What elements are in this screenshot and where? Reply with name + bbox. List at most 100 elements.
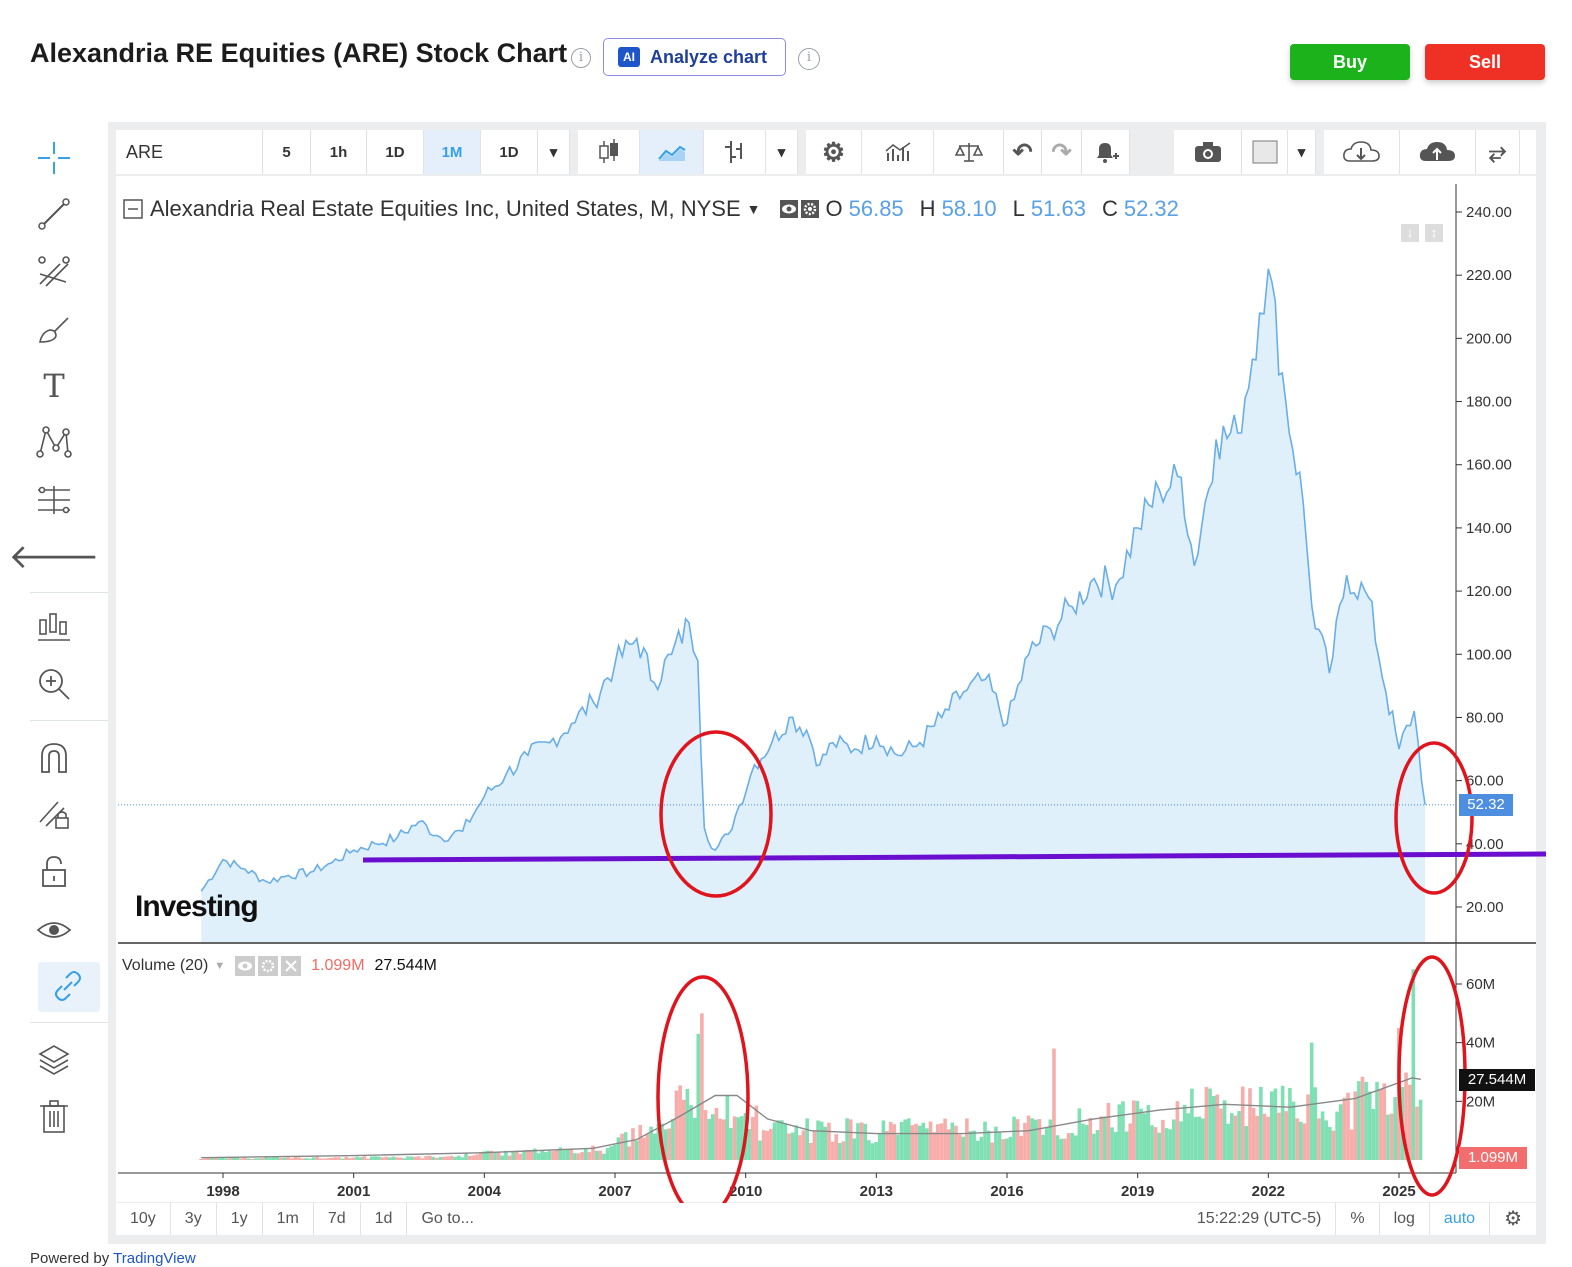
auto-toggle[interactable]: auto	[1430, 1203, 1491, 1235]
range-7d[interactable]: 7d	[314, 1203, 361, 1235]
close-icon[interactable]	[281, 956, 302, 976]
interval-1d-alt[interactable]: 1D	[481, 130, 538, 174]
magnet-icon[interactable]	[34, 738, 74, 778]
alert-add-icon[interactable]	[1082, 130, 1130, 174]
fibonacci-icon[interactable]	[34, 252, 74, 292]
analyze-chart-button[interactable]: AI Analyze chart	[603, 38, 786, 76]
volume-bar	[1077, 1108, 1082, 1160]
symbol-input[interactable]: ARE	[116, 130, 263, 174]
volume-bar	[348, 1158, 352, 1160]
chevron-down-icon[interactable]: ▾	[538, 130, 570, 174]
volume-bar	[1164, 1128, 1169, 1160]
scroll-updown-icon[interactable]: ↕	[1425, 224, 1443, 242]
sell-button[interactable]: Sell	[1425, 44, 1545, 80]
range-10y[interactable]: 10y	[116, 1203, 171, 1235]
volume-bar	[867, 1140, 871, 1160]
camera-icon[interactable]	[1174, 130, 1242, 174]
interval-5[interactable]: 5	[263, 130, 311, 174]
log-toggle[interactable]: log	[1380, 1203, 1430, 1235]
volume-bar	[1193, 1116, 1198, 1160]
volume-bar	[424, 1156, 428, 1160]
chevron-down-icon[interactable]: ▼	[746, 201, 761, 217]
chevron-down-icon[interactable]: ▼	[214, 960, 226, 972]
volume-bar	[1106, 1102, 1111, 1160]
volume-bar	[892, 1124, 897, 1160]
volume-bar	[460, 1157, 465, 1160]
zoom-in-icon[interactable]	[34, 664, 74, 704]
interval-1m[interactable]: 1M	[424, 130, 481, 174]
crosshair-icon[interactable]	[34, 138, 74, 178]
range-1d[interactable]: 1d	[361, 1203, 408, 1235]
buy-button[interactable]: Buy	[1290, 44, 1410, 80]
layers-icon[interactable]	[34, 1040, 74, 1080]
indicators-icon[interactable]	[862, 130, 934, 174]
range-3y[interactable]: 3y	[171, 1203, 217, 1235]
text-tool-icon[interactable]: T	[43, 367, 65, 405]
gear-icon[interactable]: ⚙	[806, 130, 862, 174]
pattern-icon[interactable]	[34, 422, 74, 462]
interval-1d[interactable]: 1D	[367, 130, 424, 174]
volume-bar	[1371, 1108, 1376, 1160]
volume-bar	[1182, 1104, 1187, 1160]
volume-bar	[264, 1157, 269, 1160]
eye-icon[interactable]	[780, 200, 799, 218]
chevron-down-icon[interactable]: ▾	[1288, 130, 1316, 174]
unlock-icon[interactable]	[34, 852, 74, 892]
link-icon[interactable]	[48, 966, 88, 1006]
volume-bar	[671, 1119, 675, 1160]
cloud-download-icon[interactable]	[1324, 130, 1400, 174]
volume-bar	[1367, 1091, 1372, 1160]
volume-bar	[562, 1150, 566, 1160]
goto-button[interactable]: Go to...	[421, 1210, 474, 1227]
scroll-down-icon[interactable]: ↓	[1401, 224, 1419, 242]
gear-icon[interactable]	[801, 200, 820, 218]
eye-icon[interactable]	[235, 956, 256, 976]
gear-icon[interactable]	[258, 956, 279, 976]
volume-bar	[478, 1152, 483, 1160]
undo-icon[interactable]: ↶	[1004, 130, 1042, 174]
volume-bar	[406, 1156, 410, 1160]
measure-icon[interactable]	[34, 480, 74, 520]
range-1m[interactable]: 1m	[263, 1203, 314, 1235]
eye-icon[interactable]	[34, 910, 74, 950]
brush-icon[interactable]	[34, 310, 74, 350]
range-1y[interactable]: 1y	[217, 1203, 263, 1235]
compare-scale-icon[interactable]	[934, 130, 1004, 174]
chart-layout-icon[interactable]	[34, 608, 74, 648]
bars-icon[interactable]	[704, 130, 766, 174]
open-label: O	[825, 196, 843, 221]
interval-1h[interactable]: 1h	[311, 130, 367, 174]
trash-icon[interactable]	[34, 1096, 74, 1136]
volume-bar	[409, 1156, 414, 1160]
volume-bar	[496, 1151, 501, 1160]
volume-bar	[649, 1126, 653, 1160]
volume-bar	[377, 1156, 381, 1160]
volume-bar	[1280, 1085, 1285, 1160]
volume-label[interactable]: Volume (20)	[122, 957, 209, 974]
volume-bar	[304, 1158, 309, 1160]
volume-bar	[315, 1156, 319, 1160]
color-swatch-icon[interactable]	[1242, 130, 1288, 174]
area-chart-icon[interactable]	[640, 130, 704, 174]
gear-icon[interactable]: ⚙	[1504, 1208, 1522, 1230]
info-icon[interactable]: i	[571, 48, 591, 68]
info-icon[interactable]: i	[798, 48, 820, 70]
percent-toggle[interactable]: %	[1336, 1203, 1380, 1235]
volume-bar	[1081, 1123, 1085, 1160]
volume-bar	[1259, 1086, 1263, 1160]
trend-line-icon[interactable]	[34, 194, 74, 234]
fullscreen-icon[interactable]: ⥂	[1476, 130, 1520, 174]
volume-bar	[515, 1150, 519, 1160]
chevron-down-icon[interactable]: ▾	[766, 130, 798, 174]
redo-icon[interactable]: ↷	[1042, 130, 1082, 174]
collapse-icon[interactable]	[122, 198, 144, 220]
candlestick-icon[interactable]	[578, 130, 640, 174]
volume-bar	[1059, 1138, 1064, 1160]
tradingview-link[interactable]: TradingView	[113, 1250, 196, 1267]
cloud-upload-icon[interactable]	[1400, 130, 1476, 174]
symbol-name[interactable]: Alexandria Real Estate Equities Inc, Uni…	[150, 196, 741, 221]
lock-drawing-icon[interactable]	[34, 794, 74, 834]
volume-bar	[322, 1158, 327, 1160]
volume-bar	[1113, 1131, 1118, 1160]
